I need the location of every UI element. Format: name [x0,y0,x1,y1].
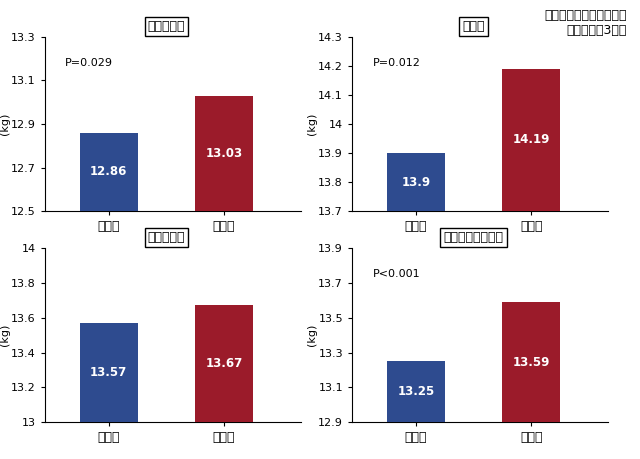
Text: 13.25: 13.25 [397,385,435,398]
Text: 14.19: 14.19 [513,134,550,146]
Bar [80,323,138,422]
Text: 13.03: 13.03 [205,147,243,160]
Text: P=0.012: P=0.012 [372,58,420,67]
Bar [195,95,253,211]
Bar [502,69,560,211]
Text: アミノ酸群: アミノ酸群 [148,20,185,33]
Text: 対象：地域在住高齢女性
介入期間：3ヶ月: 対象：地域在住高齢女性 介入期間：3ヶ月 [545,9,627,37]
Text: P<0.001: P<0.001 [372,269,420,279]
Text: 健康教育群: 健康教育群 [148,231,185,244]
Bar [80,133,138,211]
Text: 13.59: 13.59 [513,356,550,369]
Text: 13.9: 13.9 [401,176,431,189]
Bar [195,305,253,422]
Bar [387,361,445,422]
Y-axis label: (kg): (kg) [307,113,317,135]
Y-axis label: (kg): (kg) [307,324,317,346]
Text: 12.86: 12.86 [90,165,127,179]
Text: 13.57: 13.57 [90,366,127,379]
Y-axis label: (kg): (kg) [0,324,10,346]
Bar [502,302,560,422]
Y-axis label: (kg): (kg) [0,113,10,135]
Text: 13.67: 13.67 [205,358,243,370]
Bar [387,153,445,211]
Text: 運動群: 運動群 [462,20,485,33]
Text: P=0.029: P=0.029 [65,58,113,67]
Text: 運動＋アミノ酸群: 運動＋アミノ酸群 [444,231,504,244]
